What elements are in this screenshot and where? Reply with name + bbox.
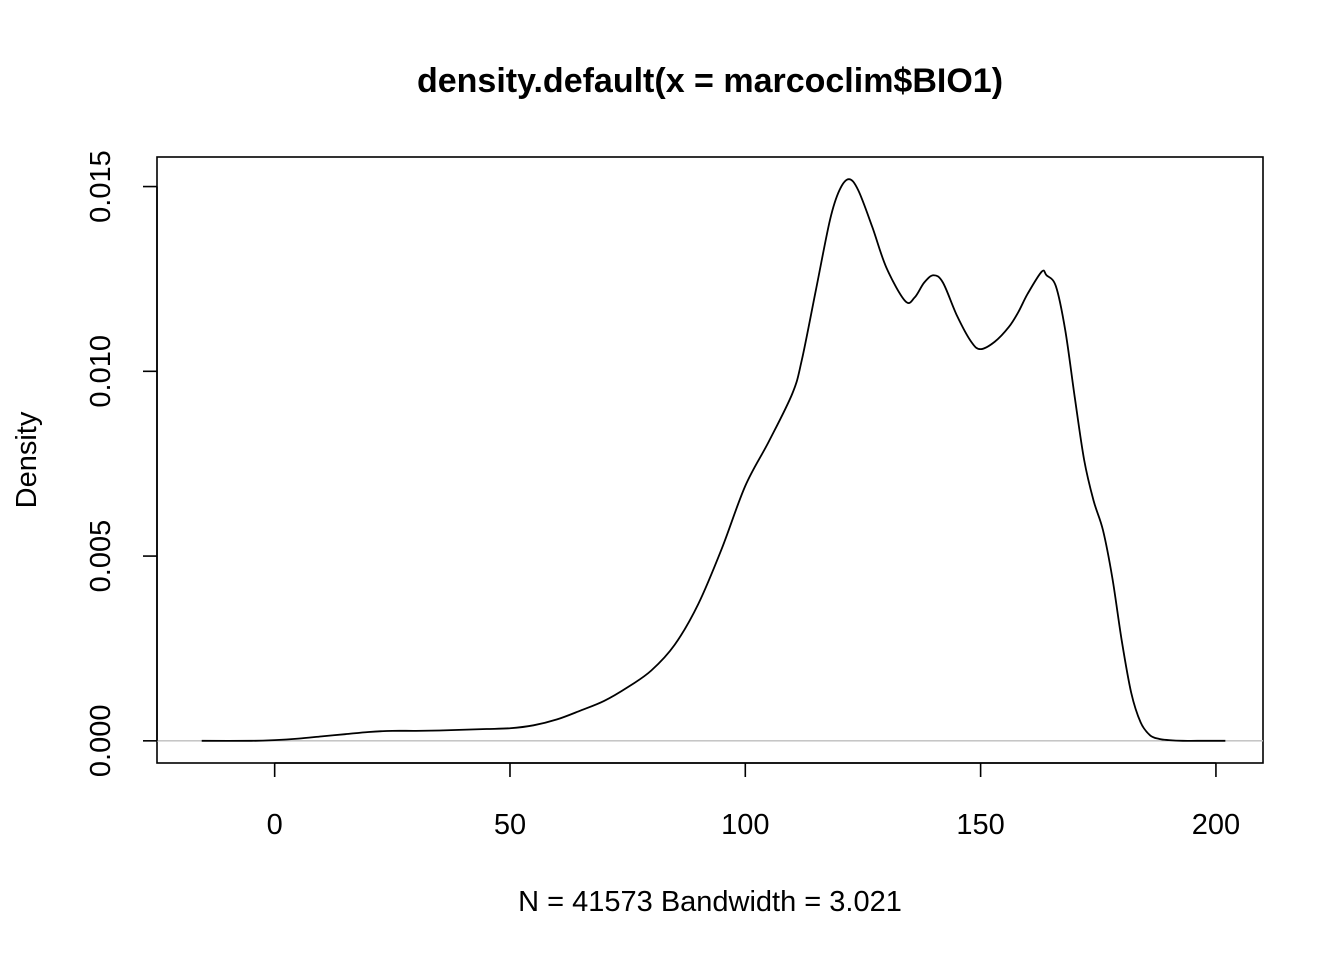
x-tick-label: 150	[956, 809, 1004, 841]
y-axis-label: Density	[11, 411, 43, 508]
x-tick-label: 200	[1192, 809, 1240, 841]
x-tick-label: 50	[494, 809, 526, 841]
x-tick-label: 0	[267, 809, 283, 841]
chart-title: density.default(x = marcoclim$BIO1)	[417, 62, 1003, 100]
x-axis-label: N = 41573 Bandwidth = 3.021	[518, 886, 902, 918]
density-curve	[201, 178, 1226, 742]
y-tick-label: 0.015	[85, 150, 117, 223]
x-axis: 0 50 100 150 200	[267, 762, 1240, 841]
y-tick-label: 0.010	[85, 335, 117, 408]
y-tick-label: 0.005	[85, 520, 117, 593]
x-tick-label: 100	[721, 809, 769, 841]
y-axis: 0.000 0.005 0.010 0.015	[85, 150, 158, 778]
plot-frame	[156, 156, 1264, 764]
y-tick-label: 0.000	[85, 705, 117, 778]
curve-layer	[201, 178, 1226, 742]
